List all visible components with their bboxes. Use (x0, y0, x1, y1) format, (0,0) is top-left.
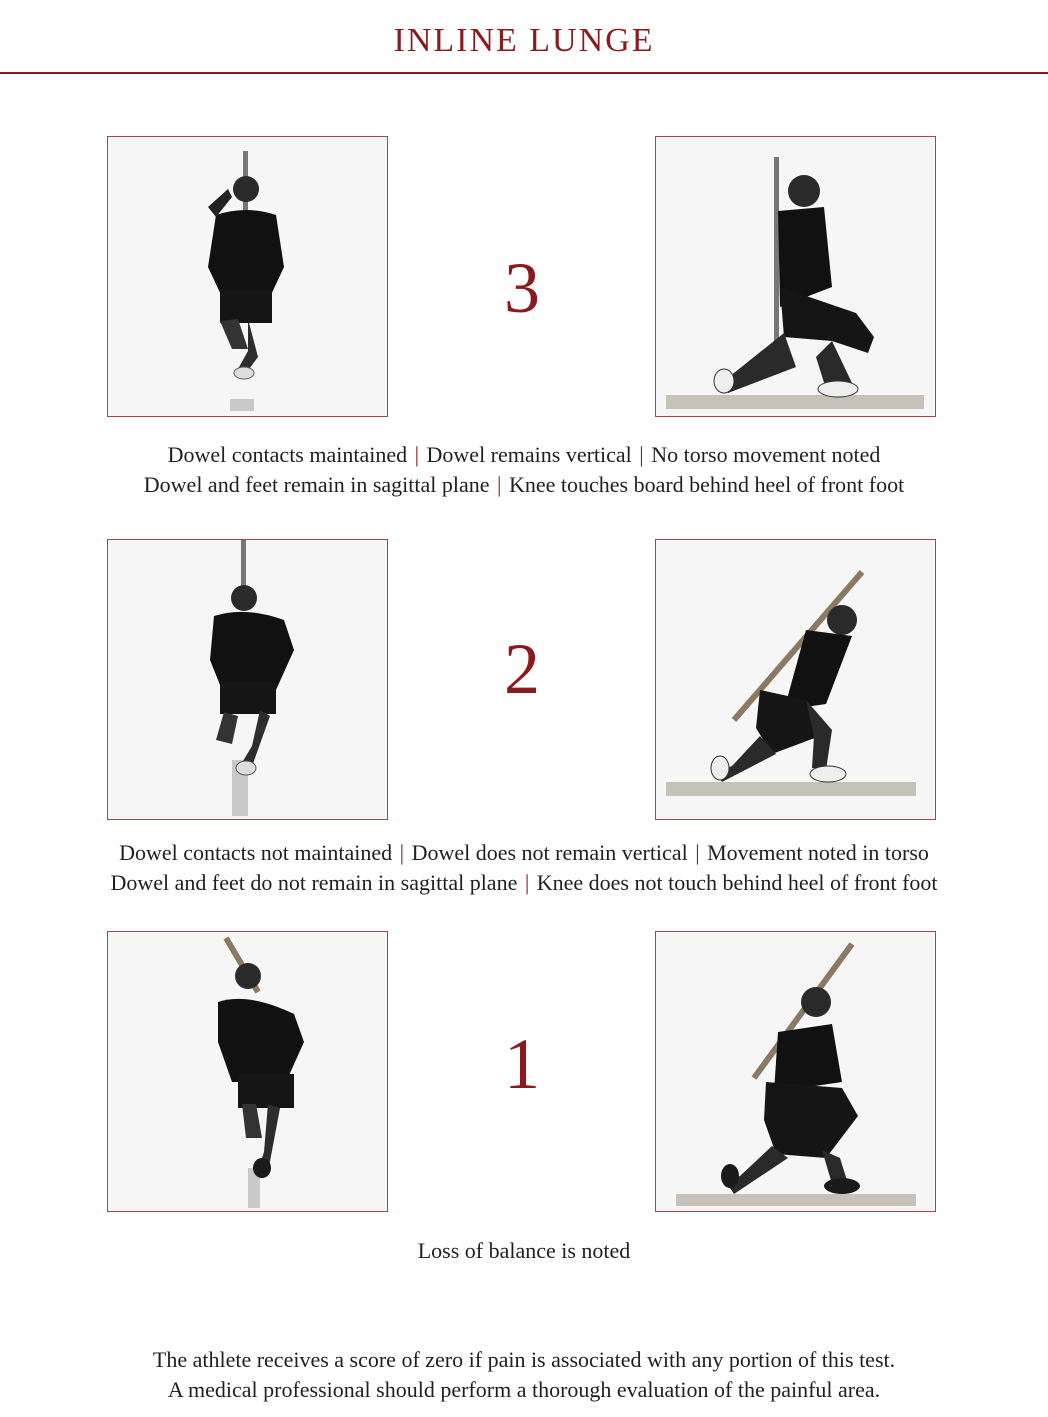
score-1: 1 (504, 1024, 540, 1104)
criterion: Knee touches board behind heel of front … (508, 472, 905, 497)
criterion: Dowel remains vertical (426, 442, 632, 467)
title-divider (0, 72, 1048, 74)
criterion: Loss of balance is noted (417, 1238, 631, 1263)
criterion: No torso movement noted (651, 442, 881, 467)
score-3: 3 (504, 248, 540, 328)
criterion: Movement noted in torso (707, 840, 929, 865)
criteria-line: Dowel and feet do not remain in sagittal… (0, 868, 1048, 898)
separator: | (497, 472, 502, 497)
score-2: 2 (504, 629, 540, 709)
athlete-front-figure (208, 151, 284, 411)
photo-score-1-side (655, 931, 936, 1212)
athlete-front-figure (218, 936, 304, 1208)
criteria-score-2: Dowel contacts not maintained | Dowel do… (0, 838, 1048, 898)
photo-score-2-front (107, 539, 388, 820)
footer-note: The athlete receives a score of zero if … (0, 1345, 1048, 1405)
criterion: Dowel contacts maintained (167, 442, 408, 467)
criteria-line: Dowel and feet remain in sagittal plane … (0, 470, 1048, 500)
criterion: Knee does not touch behind heel of front… (536, 870, 938, 895)
photo-score-1-front (107, 931, 388, 1212)
separator: | (639, 442, 644, 467)
footer-line: A medical professional should perform a … (167, 1377, 881, 1402)
footer-line: The athlete receives a score of zero if … (152, 1347, 896, 1372)
criterion: Dowel and feet remain in sagittal plane (143, 472, 490, 497)
separator: | (524, 870, 530, 895)
photo-score-2-side (655, 539, 936, 820)
criteria-line: Loss of balance is noted (0, 1236, 1048, 1266)
criteria-line: Dowel contacts maintained | Dowel remain… (0, 440, 1048, 470)
criteria-line: Dowel contacts not maintained | Dowel do… (0, 838, 1048, 868)
criterion: Dowel does not remain vertical (411, 840, 688, 865)
separator: | (414, 442, 420, 467)
athlete-front-figure (210, 540, 294, 816)
criterion: Dowel and feet do not remain in sagittal… (110, 870, 518, 895)
athlete-side-figure (666, 157, 924, 409)
criteria-score-3: Dowel contacts maintained | Dowel remain… (0, 440, 1048, 500)
page-title: INLINE LUNGE (393, 22, 655, 59)
photo-score-3-front (107, 136, 388, 417)
separator: | (695, 840, 700, 865)
photo-score-3-side (655, 136, 936, 417)
athlete-side-figure (666, 570, 916, 796)
athlete-side-figure (676, 942, 916, 1206)
criterion: Dowel contacts not maintained (119, 840, 393, 865)
criteria-score-1: Loss of balance is noted (0, 1236, 1048, 1266)
separator: | (399, 840, 405, 865)
